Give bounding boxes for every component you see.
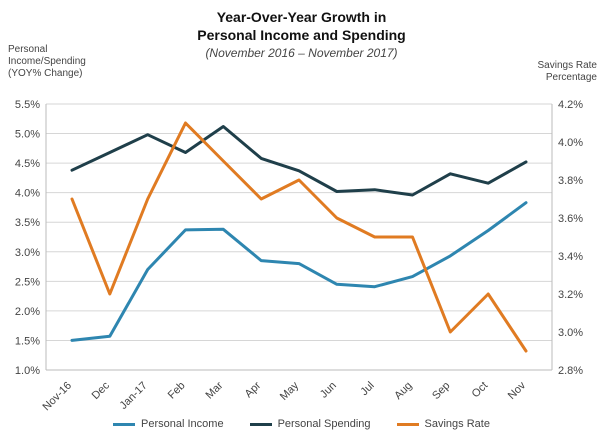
y-tick-label-left: 3.0% [15,247,40,259]
x-tick-label: Jun [318,380,339,401]
x-tick-label: Mar [204,379,226,401]
y-tick-label-left: 2.5% [15,276,40,288]
legend-swatch-personal-spending [249,422,272,426]
y-tick-label-left: 4.0% [15,188,40,200]
y-axis-left-label: Personal Income/Spending (YOY% Change) [8,44,138,80]
y-axis-right-label-line: Percentage [545,72,597,83]
chart-title: Year-Over-Year Growth in Personal Income… [0,8,603,44]
series-line-personal-spending [70,125,528,197]
chart-title-line-2: Personal Income and Spending [197,27,406,43]
y-tick-label-right: 2.8% [558,365,583,377]
x-tick-label: Nov-16 [41,380,75,414]
x-tick-label: Dec [90,379,113,402]
chart-title-line-1: Year-Over-Year Growth in [216,9,387,25]
y-tick-label-right: 3.4% [558,251,583,263]
x-tick-label: Aug [392,380,414,402]
legend-label-personal-income: Personal Income [141,418,224,430]
y-axis-left-label-line: Personal [8,44,48,55]
y-axis-right-label-line: Savings Rate [537,60,597,71]
x-tick-label: Jul [358,380,376,398]
y-tick-label-left: 1.5% [15,335,40,347]
y-axis-left-label-line: Income/Spending [8,56,86,67]
y-tick-label-right: 4.0% [558,137,583,149]
y-tick-label-right: 3.8% [558,175,583,187]
legend-swatch-savings-rate [396,422,419,426]
y-tick-label-left: 2.0% [15,306,40,318]
chart-legend: Personal Income Personal Spending Saving… [0,418,603,430]
x-tick-label: Jan-17 [118,380,150,412]
y-tick-label-right: 3.0% [558,327,583,339]
legend-item-personal-income: Personal Income [113,418,224,430]
series-line-savings-rate [70,121,528,353]
y-tick-label-right: 4.2% [558,99,583,111]
x-tick-label: Feb [166,380,188,402]
legend-label-personal-spending: Personal Spending [277,418,371,430]
legend-item-personal-spending: Personal Spending [249,418,371,430]
y-tick-label-left: 5.5% [15,99,40,111]
y-tick-label-left: 3.5% [15,217,40,229]
y-axis-left-label-line: (YOY% Change) [8,68,83,79]
x-tick-label: Apr [243,379,264,400]
y-tick-label-right: 3.6% [558,213,583,225]
y-tick-label-left: 5.0% [15,129,40,141]
x-tick-label: Sep [430,380,452,402]
legend-swatch-personal-income [113,422,136,426]
x-tick-label: Oct [470,380,491,401]
y-axis-right-label: Savings Rate Percentage [477,60,597,84]
legend-item-savings-rate: Savings Rate [396,418,490,430]
legend-label-savings-rate: Savings Rate [424,418,490,430]
chart-subtitle: (November 2016 – November 2017) [205,46,398,60]
y-tick-label-left: 1.0% [15,365,40,377]
series-line-personal-income [70,201,528,342]
y-tick-label-right: 3.2% [558,289,583,301]
y-tick-label-left: 4.5% [15,158,40,170]
x-tick-label: Nov [506,379,529,402]
x-tick-label: May [278,379,302,403]
